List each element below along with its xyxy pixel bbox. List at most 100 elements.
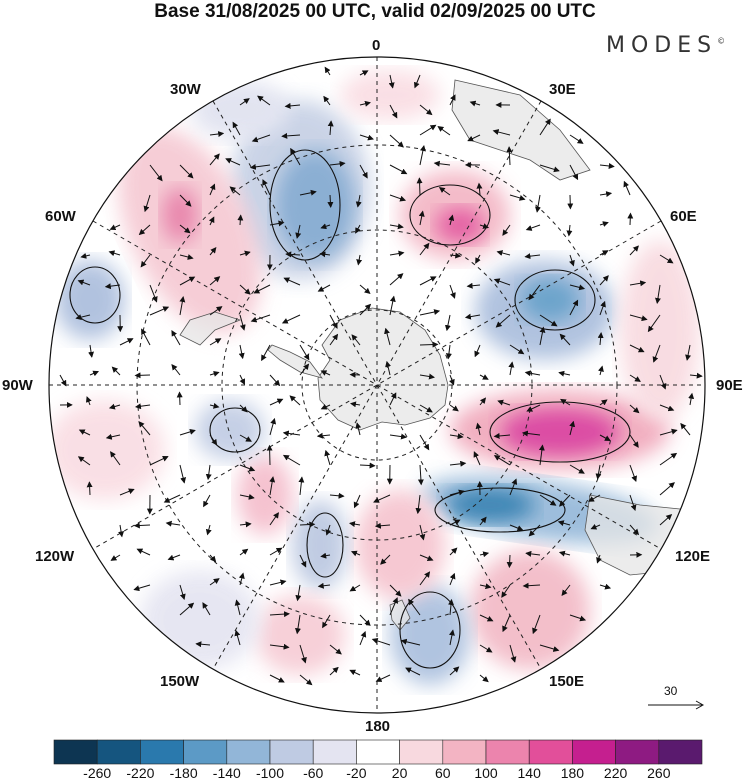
wind-vector-arrow — [329, 333, 339, 346]
wind-vector-arrow — [473, 451, 481, 466]
wind-vector-arrow — [569, 299, 579, 316]
wind-vector-arrow — [449, 284, 456, 299]
wind-vector-arrow — [448, 598, 454, 616]
wind-vector-arrow — [359, 164, 368, 179]
wind-vector-arrow — [685, 344, 691, 361]
wind-vector-arrow — [509, 344, 525, 355]
wind-vector-arrow — [359, 70, 369, 76]
wind-vector-arrow — [239, 404, 248, 413]
wind-vector-arrow — [629, 434, 639, 448]
negative-anomaly — [190, 80, 290, 140]
wind-vector-arrow — [501, 584, 511, 598]
wind-vector-arrow — [262, 179, 271, 196]
wind-vector-arrow — [317, 582, 331, 589]
wind-vector-arrow — [359, 303, 372, 316]
wind-vector-arrow — [433, 160, 451, 167]
wind-vector-arrow — [257, 95, 271, 106]
wind-vector-arrow — [419, 145, 426, 166]
wind-vector-arrow — [179, 584, 186, 601]
wind-vector-arrow — [680, 422, 691, 436]
wind-vector-arrow — [569, 464, 585, 474]
wind-vector-arrow — [629, 374, 641, 382]
colorbar-tick-label: 140 — [517, 765, 541, 781]
wind-vector-arrow — [238, 344, 245, 360]
lon-label-150e: 150E — [549, 673, 585, 690]
wind-vector-arrow — [163, 494, 181, 503]
wind-vector-arrow — [389, 433, 407, 440]
wind-vector-arrow — [149, 306, 170, 316]
colorbar-swatch — [53, 739, 98, 765]
wind-vector-arrow — [525, 224, 541, 231]
wind-vector-arrow — [419, 571, 431, 586]
wind-vector-arrow — [209, 276, 221, 286]
wind-vector-arrow — [209, 370, 220, 377]
lon-label-0: 0 — [372, 37, 381, 54]
colorbar-swatch — [269, 739, 314, 765]
wind-vector-arrow — [89, 370, 100, 377]
wind-vector-arrow — [289, 395, 301, 406]
brand-name: MODES — [606, 33, 718, 58]
wind-vector-arrow — [135, 403, 151, 410]
modes-logo: MODES© — [606, 33, 725, 58]
lon-label-90w: 90W — [2, 377, 33, 394]
colorbar-tick-label: 220 — [603, 765, 628, 781]
wind-vector-arrow — [495, 314, 511, 328]
wind-vector-arrow — [349, 669, 361, 676]
wind-vector-arrow — [119, 488, 135, 496]
wind-vector-arrow — [479, 397, 487, 406]
wind-vector-arrow — [133, 584, 151, 592]
wind-vector-arrow — [629, 344, 645, 353]
colorbar-swatch — [615, 739, 660, 765]
wind-vector-arrow — [479, 674, 489, 683]
wind-vector-arrow — [77, 279, 91, 286]
wind-vector-arrow — [566, 224, 573, 237]
wind-vector-arrow — [329, 492, 345, 499]
wind-vector-arrow — [509, 524, 524, 531]
wind-vector-arrow — [659, 428, 678, 436]
wind-vector-arrow — [598, 365, 604, 376]
colorbar-swatch — [658, 739, 703, 765]
wind-vector-arrow — [165, 520, 181, 527]
anomaly-contours — [69, 149, 631, 669]
wind-vector-arrow — [384, 327, 391, 346]
wind-vector-arrow — [355, 422, 362, 436]
wind-vector-arrow — [269, 674, 285, 683]
wind-vector-arrow — [389, 134, 404, 148]
wind-vector-arrow — [110, 451, 121, 466]
wind-vector-arrow — [179, 602, 195, 616]
wind-vector-arrow — [445, 344, 452, 360]
wind-vector-arrow — [138, 224, 151, 236]
wind-vector-arrow — [209, 247, 217, 256]
wind-vector-arrow — [528, 284, 541, 301]
wind-vector-arrow — [629, 494, 637, 512]
wind-vector-arrow — [689, 372, 703, 379]
wind-vector-arrow — [389, 273, 404, 286]
wind-vector-arrow — [229, 186, 241, 196]
wind-vector-arrow — [320, 370, 331, 376]
wind-vector-arrow — [253, 284, 271, 294]
wind-vector-arrow — [108, 403, 121, 410]
wind-vector-arrow — [569, 254, 575, 267]
negative-anomaly-core — [445, 487, 535, 523]
wind-vector-arrow — [209, 153, 220, 166]
wind-vector-arrow — [599, 434, 611, 441]
wind-vector-arrow — [239, 250, 251, 257]
wind-vector-arrow — [319, 251, 331, 258]
wind-vector-arrow — [479, 583, 492, 590]
wind-vector-arrow — [104, 283, 121, 290]
wind-vector-arrow — [329, 314, 338, 329]
wind-vector-arrow — [149, 284, 158, 303]
wind-vector-arrow — [493, 455, 511, 466]
wind-vector-arrow — [295, 224, 302, 239]
lon-label-180: 180 — [365, 718, 391, 735]
wind-vector-arrow — [85, 396, 92, 406]
wind-vector-arrow — [419, 124, 437, 136]
reference-vector-arrow — [648, 700, 705, 710]
wind-vector-arrow — [629, 464, 637, 483]
colorbar-swatch — [183, 739, 228, 765]
wind-vector-arrow — [659, 514, 673, 526]
wind-vector-arrow — [408, 598, 421, 616]
wind-vector-arrow — [359, 134, 374, 141]
wind-vector-arrow — [474, 344, 481, 358]
wind-vector-arrow — [269, 611, 290, 618]
